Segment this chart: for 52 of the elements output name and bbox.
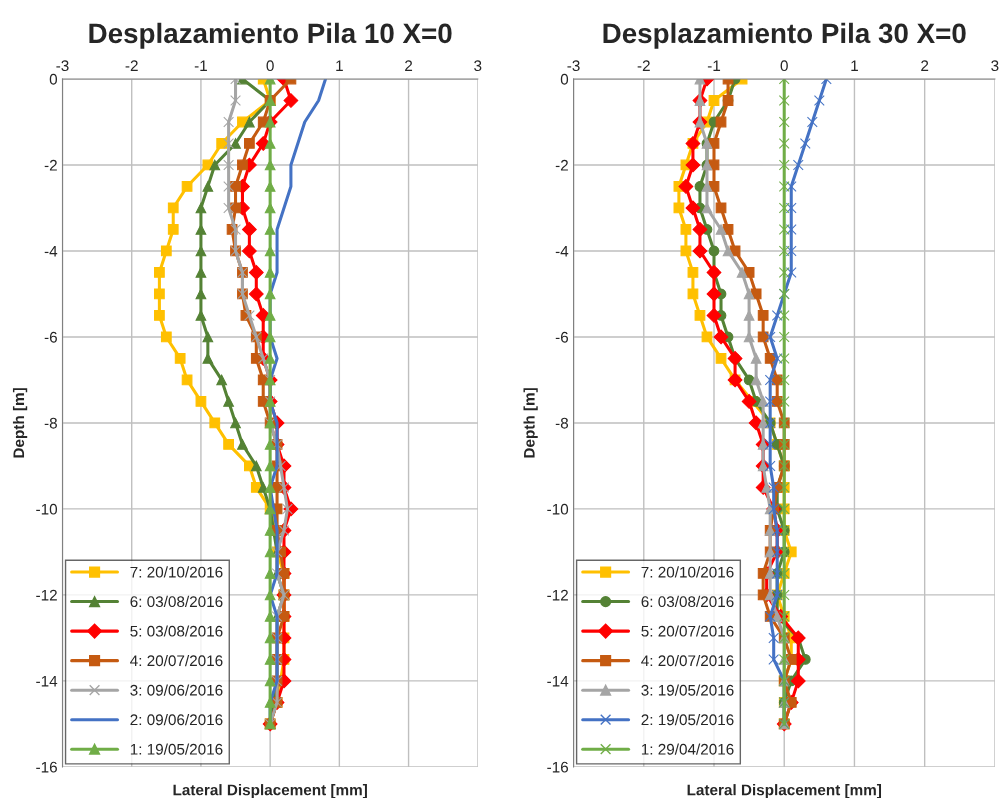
x-axis-title: Lateral Displacement [mm] bbox=[687, 784, 882, 798]
legend-label: 2: 09/06/2016 bbox=[130, 713, 223, 726]
x-tick-label: -3 bbox=[56, 60, 69, 72]
x-tick-label: -1 bbox=[194, 60, 207, 71]
y-tick-label: -14 bbox=[547, 675, 569, 687]
x-tick-label: 2 bbox=[405, 60, 413, 71]
legend-label: 1: 19/05/2016 bbox=[130, 743, 223, 755]
x-tick-label: 1 bbox=[336, 60, 343, 71]
y-tick-label: -14 bbox=[36, 675, 58, 687]
legend-label: 4: 20/07/2016 bbox=[130, 654, 223, 667]
x-tick-label: -1 bbox=[707, 60, 721, 71]
y-tick-label: -10 bbox=[36, 503, 58, 515]
y-tick-label: -6 bbox=[44, 331, 57, 343]
y-tick-label: -6 bbox=[555, 331, 569, 343]
legend-label: 6: 03/08/2016 bbox=[641, 595, 734, 608]
y-tick-label: -2 bbox=[555, 159, 568, 171]
legend-label: 5: 03/08/2016 bbox=[130, 625, 223, 637]
legend-label: 2: 19/05/2016 bbox=[641, 713, 734, 726]
legend-label: 3: 19/05/2016 bbox=[641, 684, 734, 696]
y-tick-label: -16 bbox=[36, 761, 57, 773]
y-tick-label: -2 bbox=[44, 159, 57, 171]
x-tick-label: 0 bbox=[266, 60, 274, 72]
x-tick-label: -2 bbox=[125, 60, 138, 71]
y-tick-label: -16 bbox=[547, 761, 569, 773]
legend-label: 5: 20/07/2016 bbox=[641, 625, 734, 637]
legend-label: 4: 20/07/2016 bbox=[641, 654, 734, 667]
x-tick-label: 0 bbox=[780, 60, 788, 72]
x-tick-label: -2 bbox=[637, 60, 650, 71]
y-tick-label: -10 bbox=[547, 503, 569, 515]
y-tick-label: -4 bbox=[555, 246, 569, 257]
legend-label: 1: 29/04/2016 bbox=[641, 743, 734, 755]
y-tick-label: 0 bbox=[560, 73, 569, 85]
x-tick-label: 1 bbox=[851, 60, 858, 71]
y-axis-title: Depth [m] bbox=[523, 388, 538, 458]
x-tick-label: 3 bbox=[474, 60, 482, 72]
y-tick-label: -4 bbox=[44, 246, 58, 257]
legend-label: 7: 20/10/2016 bbox=[130, 566, 223, 578]
y-axis-title: Depth [m] bbox=[12, 388, 28, 458]
x-tick-label: 2 bbox=[921, 60, 929, 71]
legend-label: 7: 20/10/2016 bbox=[641, 566, 734, 578]
y-tick-label: -12 bbox=[547, 589, 568, 601]
x-tick-label: -3 bbox=[567, 60, 580, 72]
legend-label: 3: 09/06/2016 bbox=[130, 684, 223, 696]
y-tick-label: -8 bbox=[44, 417, 57, 429]
chart-title: Desplazamiento Pila 30 X=0 bbox=[603, 22, 966, 49]
x-tick-label: 3 bbox=[991, 60, 999, 72]
x-axis-title: Lateral Displacement [mm] bbox=[173, 784, 367, 798]
chart-title: Desplazamiento Pila 10 X=0 bbox=[89, 22, 452, 49]
y-tick-label: -8 bbox=[555, 417, 569, 429]
y-tick-label: 0 bbox=[49, 73, 58, 85]
legend-label: 6: 03/08/2016 bbox=[130, 595, 223, 608]
y-tick-label: -12 bbox=[36, 589, 57, 601]
